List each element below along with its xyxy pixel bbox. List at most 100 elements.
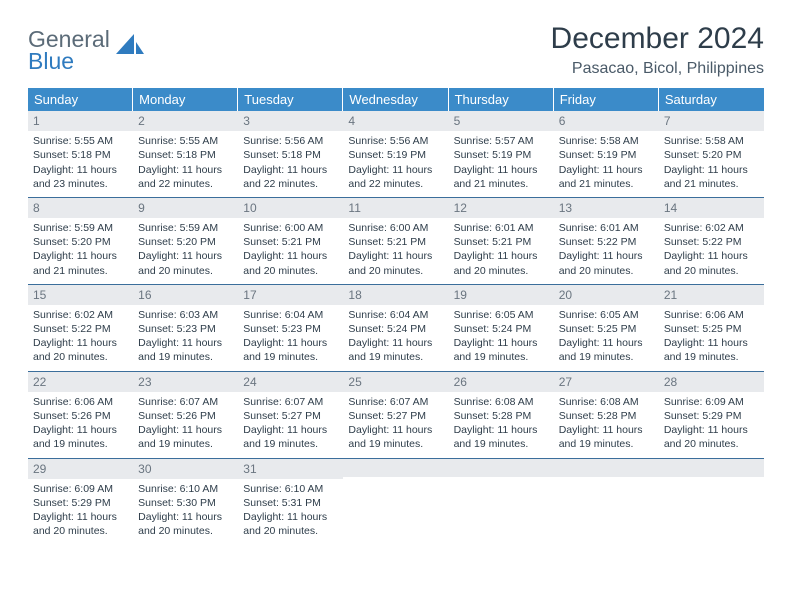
calendar-cell: [343, 459, 448, 545]
cell-body: Sunrise: 5:58 AMSunset: 5:19 PMDaylight:…: [554, 131, 659, 197]
calendar-cell: 13Sunrise: 6:01 AMSunset: 5:22 PMDayligh…: [554, 198, 659, 284]
sunset-line: Sunset: 5:21 PM: [454, 235, 549, 249]
sunrise-line: Sunrise: 5:59 AM: [138, 221, 233, 235]
sunset-line: Sunset: 5:19 PM: [348, 148, 443, 162]
calendar-cell: 27Sunrise: 6:08 AMSunset: 5:28 PMDayligh…: [554, 372, 659, 458]
calendar-cell: 28 Sunrise: 6:09 AMSunset: 5:29 PMDayligh…: [659, 372, 764, 458]
sunrise-line: Sunrise: 6:05 AM: [454, 308, 549, 322]
sunset-line: Sunset: 5:20 PM: [138, 235, 233, 249]
sunrise-line: Sunrise: 5:55 AM: [33, 134, 128, 148]
cell-body: Sunrise: 5:59 AMSunset: 5:20 PMDaylight:…: [133, 218, 238, 284]
day-number: 15: [28, 285, 133, 305]
day-number: 3: [238, 111, 343, 131]
sunset-line: Sunset: 5:18 PM: [33, 148, 128, 162]
calendar-cell: 11Sunrise: 6:00 AMSunset: 5:21 PMDayligh…: [343, 198, 448, 284]
calendar-cell: 14Sunrise: 6:02 AMSunset: 5:22 PMDayligh…: [659, 198, 764, 284]
sunrise-line: Sunrise: 5:56 AM: [243, 134, 338, 148]
sunset-line: Sunset: 5:18 PM: [138, 148, 233, 162]
cell-body: [554, 477, 659, 527]
daylight-line: Daylight: 11 hours and 21 minutes.: [664, 163, 759, 191]
calendar-cell: 29Sunrise: 6:09 AMSunset: 5:29 PMDayligh…: [28, 459, 133, 545]
day-number: 20: [554, 285, 659, 305]
sunrise-line: Sunrise: 6:09 AM: [664, 395, 759, 409]
sunset-line: Sunset: 5:28 PM: [559, 409, 654, 423]
sunset-line: Sunset: 5:27 PM: [348, 409, 443, 423]
sunset-line: Sunset: 5:24 PM: [454, 322, 549, 336]
day-number: 10: [238, 198, 343, 218]
day-number: 8: [28, 198, 133, 218]
sunrise-line: Sunrise: 6:02 AM: [33, 308, 128, 322]
title-block: December 2024 Pasacao, Bicol, Philippine…: [551, 22, 764, 78]
daylight-line: Daylight: 11 hours and 19 minutes.: [664, 336, 759, 364]
day-header: Friday: [554, 88, 659, 111]
daylight-line: Daylight: 11 hours and 20 minutes.: [664, 249, 759, 277]
sunset-line: Sunset: 5:29 PM: [664, 409, 759, 423]
day-number: 9: [133, 198, 238, 218]
day-header: Saturday: [659, 88, 764, 111]
daylight-line: Daylight: 11 hours and 21 minutes.: [559, 163, 654, 191]
cell-body: Sunrise: 6:01 AMSunset: 5:22 PMDaylight:…: [554, 218, 659, 284]
sunset-line: Sunset: 5:21 PM: [243, 235, 338, 249]
calendar-cell: 2Sunrise: 5:55 AMSunset: 5:18 PMDaylight…: [133, 111, 238, 197]
sunrise-line: Sunrise: 6:04 AM: [243, 308, 338, 322]
cell-body: Sunrise: 6:05 AMSunset: 5:24 PMDaylight:…: [449, 305, 554, 371]
sunset-line: Sunset: 5:29 PM: [33, 496, 128, 510]
sunrise-line: Sunrise: 6:04 AM: [348, 308, 443, 322]
sunset-line: Sunset: 5:23 PM: [138, 322, 233, 336]
day-number: 7: [659, 111, 764, 131]
sunrise-line: Sunrise: 6:10 AM: [243, 482, 338, 496]
logo-text-blue: Blue: [28, 50, 110, 73]
calendar-cell: 10 Sunrise: 6:00 AMSunset: 5:21 PMDayligh…: [238, 198, 343, 284]
daylight-line: Daylight: 11 hours and 22 minutes.: [138, 163, 233, 191]
day-number: 18: [343, 285, 448, 305]
calendar-cell: 7Sunrise: 5:58 AMSunset: 5:20 PMDaylight…: [659, 111, 764, 197]
calendar-cell: 24Sunrise: 6:07 AMSunset: 5:27 PMDayligh…: [238, 372, 343, 458]
day-number: 28: [659, 372, 764, 392]
calendar-grid: SundayMondayTuesdayWednesdayThursdayFrid…: [28, 88, 764, 544]
calendar-cell: 30Sunrise: 6:10 AMSunset: 5:30 PMDayligh…: [133, 459, 238, 545]
sunrise-line: Sunrise: 5:56 AM: [348, 134, 443, 148]
daylight-line: Daylight: 11 hours and 20 minutes.: [243, 249, 338, 277]
cell-body: Sunrise: 6:01 AMSunset: 5:21 PMDaylight:…: [449, 218, 554, 284]
cell-body: Sunrise: 6:06 AMSunset: 5:25 PMDaylight:…: [659, 305, 764, 371]
daylight-line: Daylight: 11 hours and 20 minutes.: [454, 249, 549, 277]
logo: General Blue: [28, 22, 144, 73]
sunset-line: Sunset: 5:18 PM: [243, 148, 338, 162]
cell-body: Sunrise: 6:00 AMSunset: 5:21 PMDaylight:…: [343, 218, 448, 284]
calendar-week: 15Sunrise: 6:02 AMSunset: 5:22 PMDayligh…: [28, 284, 764, 371]
daylight-line: Daylight: 11 hours and 20 minutes.: [348, 249, 443, 277]
day-number: 19: [449, 285, 554, 305]
sunset-line: Sunset: 5:26 PM: [33, 409, 128, 423]
calendar-week: 29Sunrise: 6:09 AMSunset: 5:29 PMDayligh…: [28, 458, 764, 545]
calendar-week: 8Sunrise: 5:59 AMSunset: 5:20 PMDaylight…: [28, 197, 764, 284]
cell-body: Sunrise: 6:02 AMSunset: 5:22 PMDaylight:…: [28, 305, 133, 371]
daylight-line: Daylight: 11 hours and 20 minutes.: [33, 510, 128, 538]
sunset-line: Sunset: 5:30 PM: [138, 496, 233, 510]
day-number: [343, 459, 448, 477]
day-number: 26: [449, 372, 554, 392]
daylight-line: Daylight: 11 hours and 23 minutes.: [33, 163, 128, 191]
sunset-line: Sunset: 5:31 PM: [243, 496, 338, 510]
day-number: 12: [449, 198, 554, 218]
cell-body: Sunrise: 5:57 AMSunset: 5:19 PMDaylight:…: [449, 131, 554, 197]
day-number: 11: [343, 198, 448, 218]
daylight-line: Daylight: 11 hours and 21 minutes.: [33, 249, 128, 277]
daylight-line: Daylight: 11 hours and 21 minutes.: [454, 163, 549, 191]
sunrise-line: Sunrise: 6:01 AM: [559, 221, 654, 235]
sunrise-line: Sunrise: 5:55 AM: [138, 134, 233, 148]
daylight-line: Daylight: 11 hours and 20 minutes.: [664, 423, 759, 451]
daylight-line: Daylight: 11 hours and 19 minutes.: [559, 336, 654, 364]
cell-body: Sunrise: 6:08 AMSunset: 5:28 PMDaylight:…: [449, 392, 554, 458]
sunrise-line: Sunrise: 6:01 AM: [454, 221, 549, 235]
day-number: [554, 459, 659, 477]
calendar-cell: 6Sunrise: 5:58 AMSunset: 5:19 PMDaylight…: [554, 111, 659, 197]
day-header: Tuesday: [238, 88, 343, 111]
calendar-cell: 31Sunrise: 6:10 AMSunset: 5:31 PMDayligh…: [238, 459, 343, 545]
day-number: 30: [133, 459, 238, 479]
sunset-line: Sunset: 5:23 PM: [243, 322, 338, 336]
day-header: Wednesday: [343, 88, 448, 111]
sunset-line: Sunset: 5:28 PM: [454, 409, 549, 423]
sunrise-line: Sunrise: 6:00 AM: [243, 221, 338, 235]
calendar-cell: 12Sunrise: 6:01 AMSunset: 5:21 PMDayligh…: [449, 198, 554, 284]
sunset-line: Sunset: 5:20 PM: [664, 148, 759, 162]
